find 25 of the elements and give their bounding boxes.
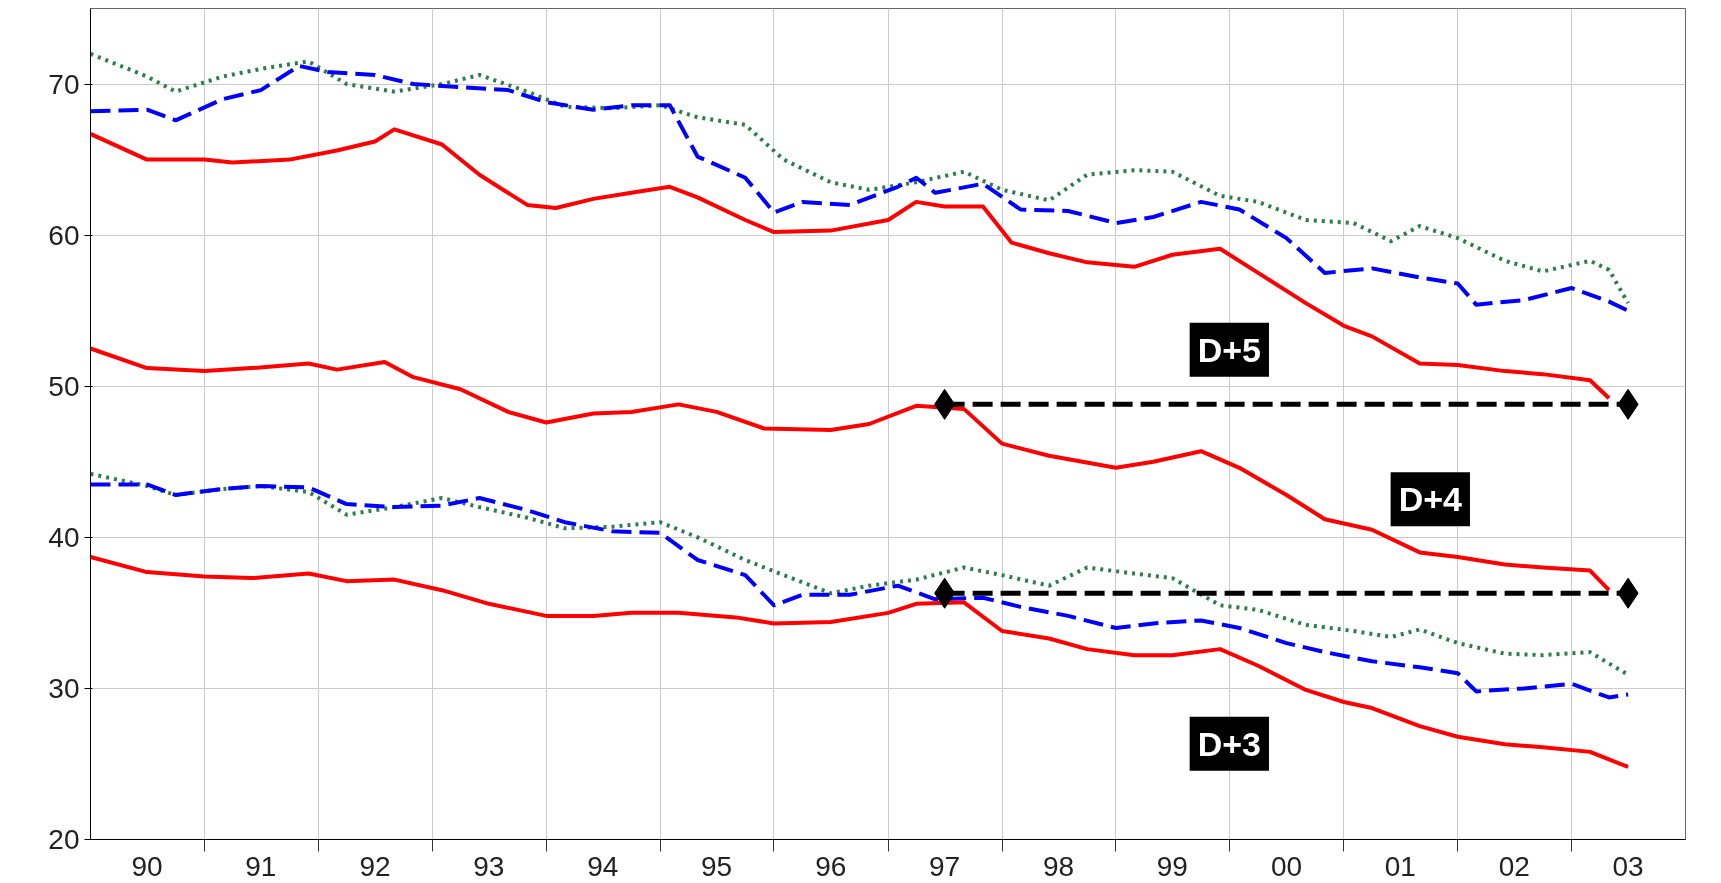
series-label: D+5	[1197, 330, 1261, 369]
series-label: D+4	[1398, 480, 1463, 519]
series-label: D+3	[1197, 724, 1261, 763]
x-tick-label: 01	[1384, 850, 1416, 882]
y-tick-label: 50	[48, 370, 80, 402]
x-tick-label: 92	[359, 850, 391, 882]
x-tick-label: 03	[1612, 850, 1644, 882]
x-tick-label: 95	[701, 850, 733, 882]
x-tick-label: 93	[473, 850, 505, 882]
x-tick-label: 90	[131, 850, 163, 882]
y-tick-label: 20	[48, 824, 80, 855]
x-tick-label: 99	[1156, 850, 1188, 882]
line-series	[90, 127, 1612, 401]
x-tick-label: 96	[815, 850, 847, 882]
x-tick-label: 98	[1042, 850, 1075, 882]
y-tick-label: 30	[48, 672, 80, 704]
x-tick-label: 91	[245, 850, 277, 882]
x-tick-label: 94	[587, 850, 619, 882]
y-tick-label: 70	[48, 68, 80, 100]
x-tick-label: 00	[1270, 850, 1303, 882]
x-tick-label: 02	[1498, 850, 1530, 882]
y-tick-label: 40	[48, 521, 80, 553]
x-tick-label: 97	[929, 850, 961, 882]
y-tick-label: 60	[48, 219, 80, 251]
line-series	[90, 554, 1631, 769]
